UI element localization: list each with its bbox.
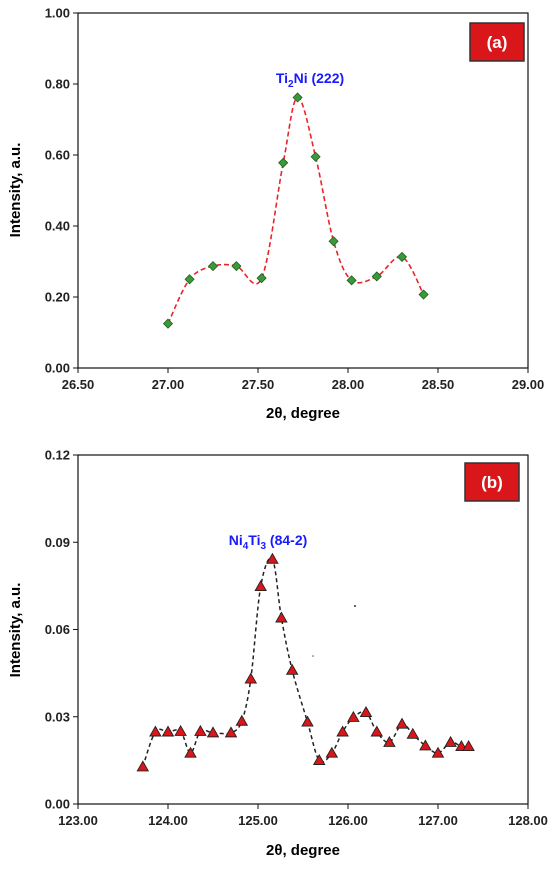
data-point-b bbox=[370, 725, 384, 737]
y-tick-label-b: 0.06 bbox=[45, 622, 70, 637]
plot-area-b bbox=[77, 454, 529, 805]
data-point-b bbox=[312, 753, 326, 765]
data-point-b bbox=[383, 735, 396, 747]
data-point-b bbox=[161, 725, 175, 737]
y-tick-label-b: 0.12 bbox=[45, 448, 70, 463]
data-point-b bbox=[462, 740, 475, 751]
y-tick-label-a: 1.00 bbox=[45, 6, 70, 21]
x-tick-label-a: 26.50 bbox=[62, 377, 95, 392]
x-tick-label-b: 124.00 bbox=[148, 813, 188, 828]
data-point-b bbox=[301, 715, 314, 727]
data-point-b bbox=[136, 760, 150, 772]
panel-label-a: (a) bbox=[487, 33, 508, 52]
data-point-a bbox=[310, 151, 321, 162]
data-point-b bbox=[174, 724, 187, 736]
data-point-b bbox=[359, 705, 373, 717]
data-point-b bbox=[285, 663, 299, 675]
data-point-a bbox=[256, 273, 267, 284]
data-point-a bbox=[292, 92, 303, 103]
x-tick-label-b: 123.00 bbox=[58, 813, 98, 828]
data-point-a bbox=[184, 274, 195, 285]
data-point-a bbox=[328, 236, 339, 247]
panel-label-b: (b) bbox=[481, 473, 503, 492]
data-point-b bbox=[149, 725, 162, 737]
x-tick-label-b: 127.00 bbox=[418, 813, 458, 828]
y-tick-label-a: 0.60 bbox=[45, 148, 70, 163]
y-tick-label-a: 0.80 bbox=[45, 77, 70, 92]
chart-panel-b: 123.00 124.00 125.00 126.00 127.00 128.00 0.00… bbox=[7, 448, 548, 860]
x-tick-label-a: 28.50 bbox=[422, 377, 455, 392]
data-point-b bbox=[336, 725, 349, 737]
y-tick-label-b: 0.03 bbox=[45, 709, 70, 724]
stray-dot bbox=[312, 655, 314, 657]
x-tick-label-b: 128.00 bbox=[508, 813, 548, 828]
data-point-b bbox=[347, 710, 360, 722]
data-point-b bbox=[206, 726, 220, 738]
x-axis-label-b: 2θ, degree bbox=[266, 842, 340, 859]
data-point-b bbox=[275, 611, 288, 623]
data-point-b bbox=[325, 746, 339, 758]
data-point-b bbox=[184, 746, 197, 758]
y-axis-label-b: Intensity, a.u. bbox=[7, 583, 24, 678]
data-point-b bbox=[254, 580, 267, 592]
data-point-b bbox=[235, 714, 249, 726]
data-point-b bbox=[244, 672, 258, 684]
data-point-a bbox=[418, 289, 429, 300]
x-axis-label-a: 2θ, degree bbox=[266, 405, 340, 422]
y-tick-label-a: 0.40 bbox=[45, 219, 70, 234]
peak-annotation-a: Ti2Ni (222) bbox=[276, 70, 344, 90]
x-tick-label-a: 29.00 bbox=[512, 377, 545, 392]
peak-annotation-b: Ni4Ti3 (84-2) bbox=[229, 532, 308, 552]
x-tick-label-a: 28.00 bbox=[332, 377, 365, 392]
data-point-b bbox=[224, 726, 238, 738]
data-point-b bbox=[194, 724, 207, 736]
series-line-b bbox=[142, 557, 469, 768]
data-point-b bbox=[406, 727, 420, 739]
x-tick-label-a: 27.50 bbox=[242, 377, 275, 392]
stray-dot bbox=[354, 605, 356, 607]
y-tick-label-a: 0.00 bbox=[45, 361, 70, 376]
data-point-a bbox=[371, 271, 382, 282]
data-point-a bbox=[207, 261, 219, 272]
panel-label-badge-b bbox=[464, 462, 520, 502]
axes-b: 123.00 124.00 125.00 126.00 127.00 128.00 0.00… bbox=[45, 448, 548, 829]
y-tick-label-a: 0.20 bbox=[45, 290, 70, 305]
series-points-b bbox=[136, 552, 475, 772]
data-point-a bbox=[346, 275, 357, 286]
x-tick-label-a: 27.00 bbox=[152, 377, 185, 392]
data-point-b bbox=[395, 717, 409, 729]
data-point-a bbox=[396, 251, 408, 262]
data-point-a bbox=[278, 157, 289, 168]
data-point-b bbox=[266, 552, 279, 564]
chart-panel-a: 26.50 27.00 27.50 28.00 28.50 29.00 0.00 0.20 0.… bbox=[7, 6, 544, 423]
data-point-b bbox=[431, 746, 445, 758]
x-tick-label-b: 125.00 bbox=[238, 813, 278, 828]
data-point-a bbox=[162, 318, 174, 329]
y-tick-label-b: 0.00 bbox=[45, 797, 70, 812]
series-line-a bbox=[167, 96, 425, 324]
data-point-b bbox=[444, 735, 457, 747]
axes-a: 26.50 27.00 27.50 28.00 28.50 29.00 0.00 0.20 0.… bbox=[45, 6, 545, 393]
x-tick-label-b: 126.00 bbox=[328, 813, 368, 828]
y-tick-label-b: 0.09 bbox=[45, 535, 70, 550]
plot-area-a bbox=[77, 12, 529, 369]
data-point-a bbox=[231, 261, 242, 272]
panel-label-badge-a bbox=[469, 22, 525, 62]
series-points-a bbox=[162, 92, 429, 329]
data-point-b bbox=[419, 739, 432, 751]
y-axis-label-a: Intensity, a.u. bbox=[7, 143, 24, 238]
